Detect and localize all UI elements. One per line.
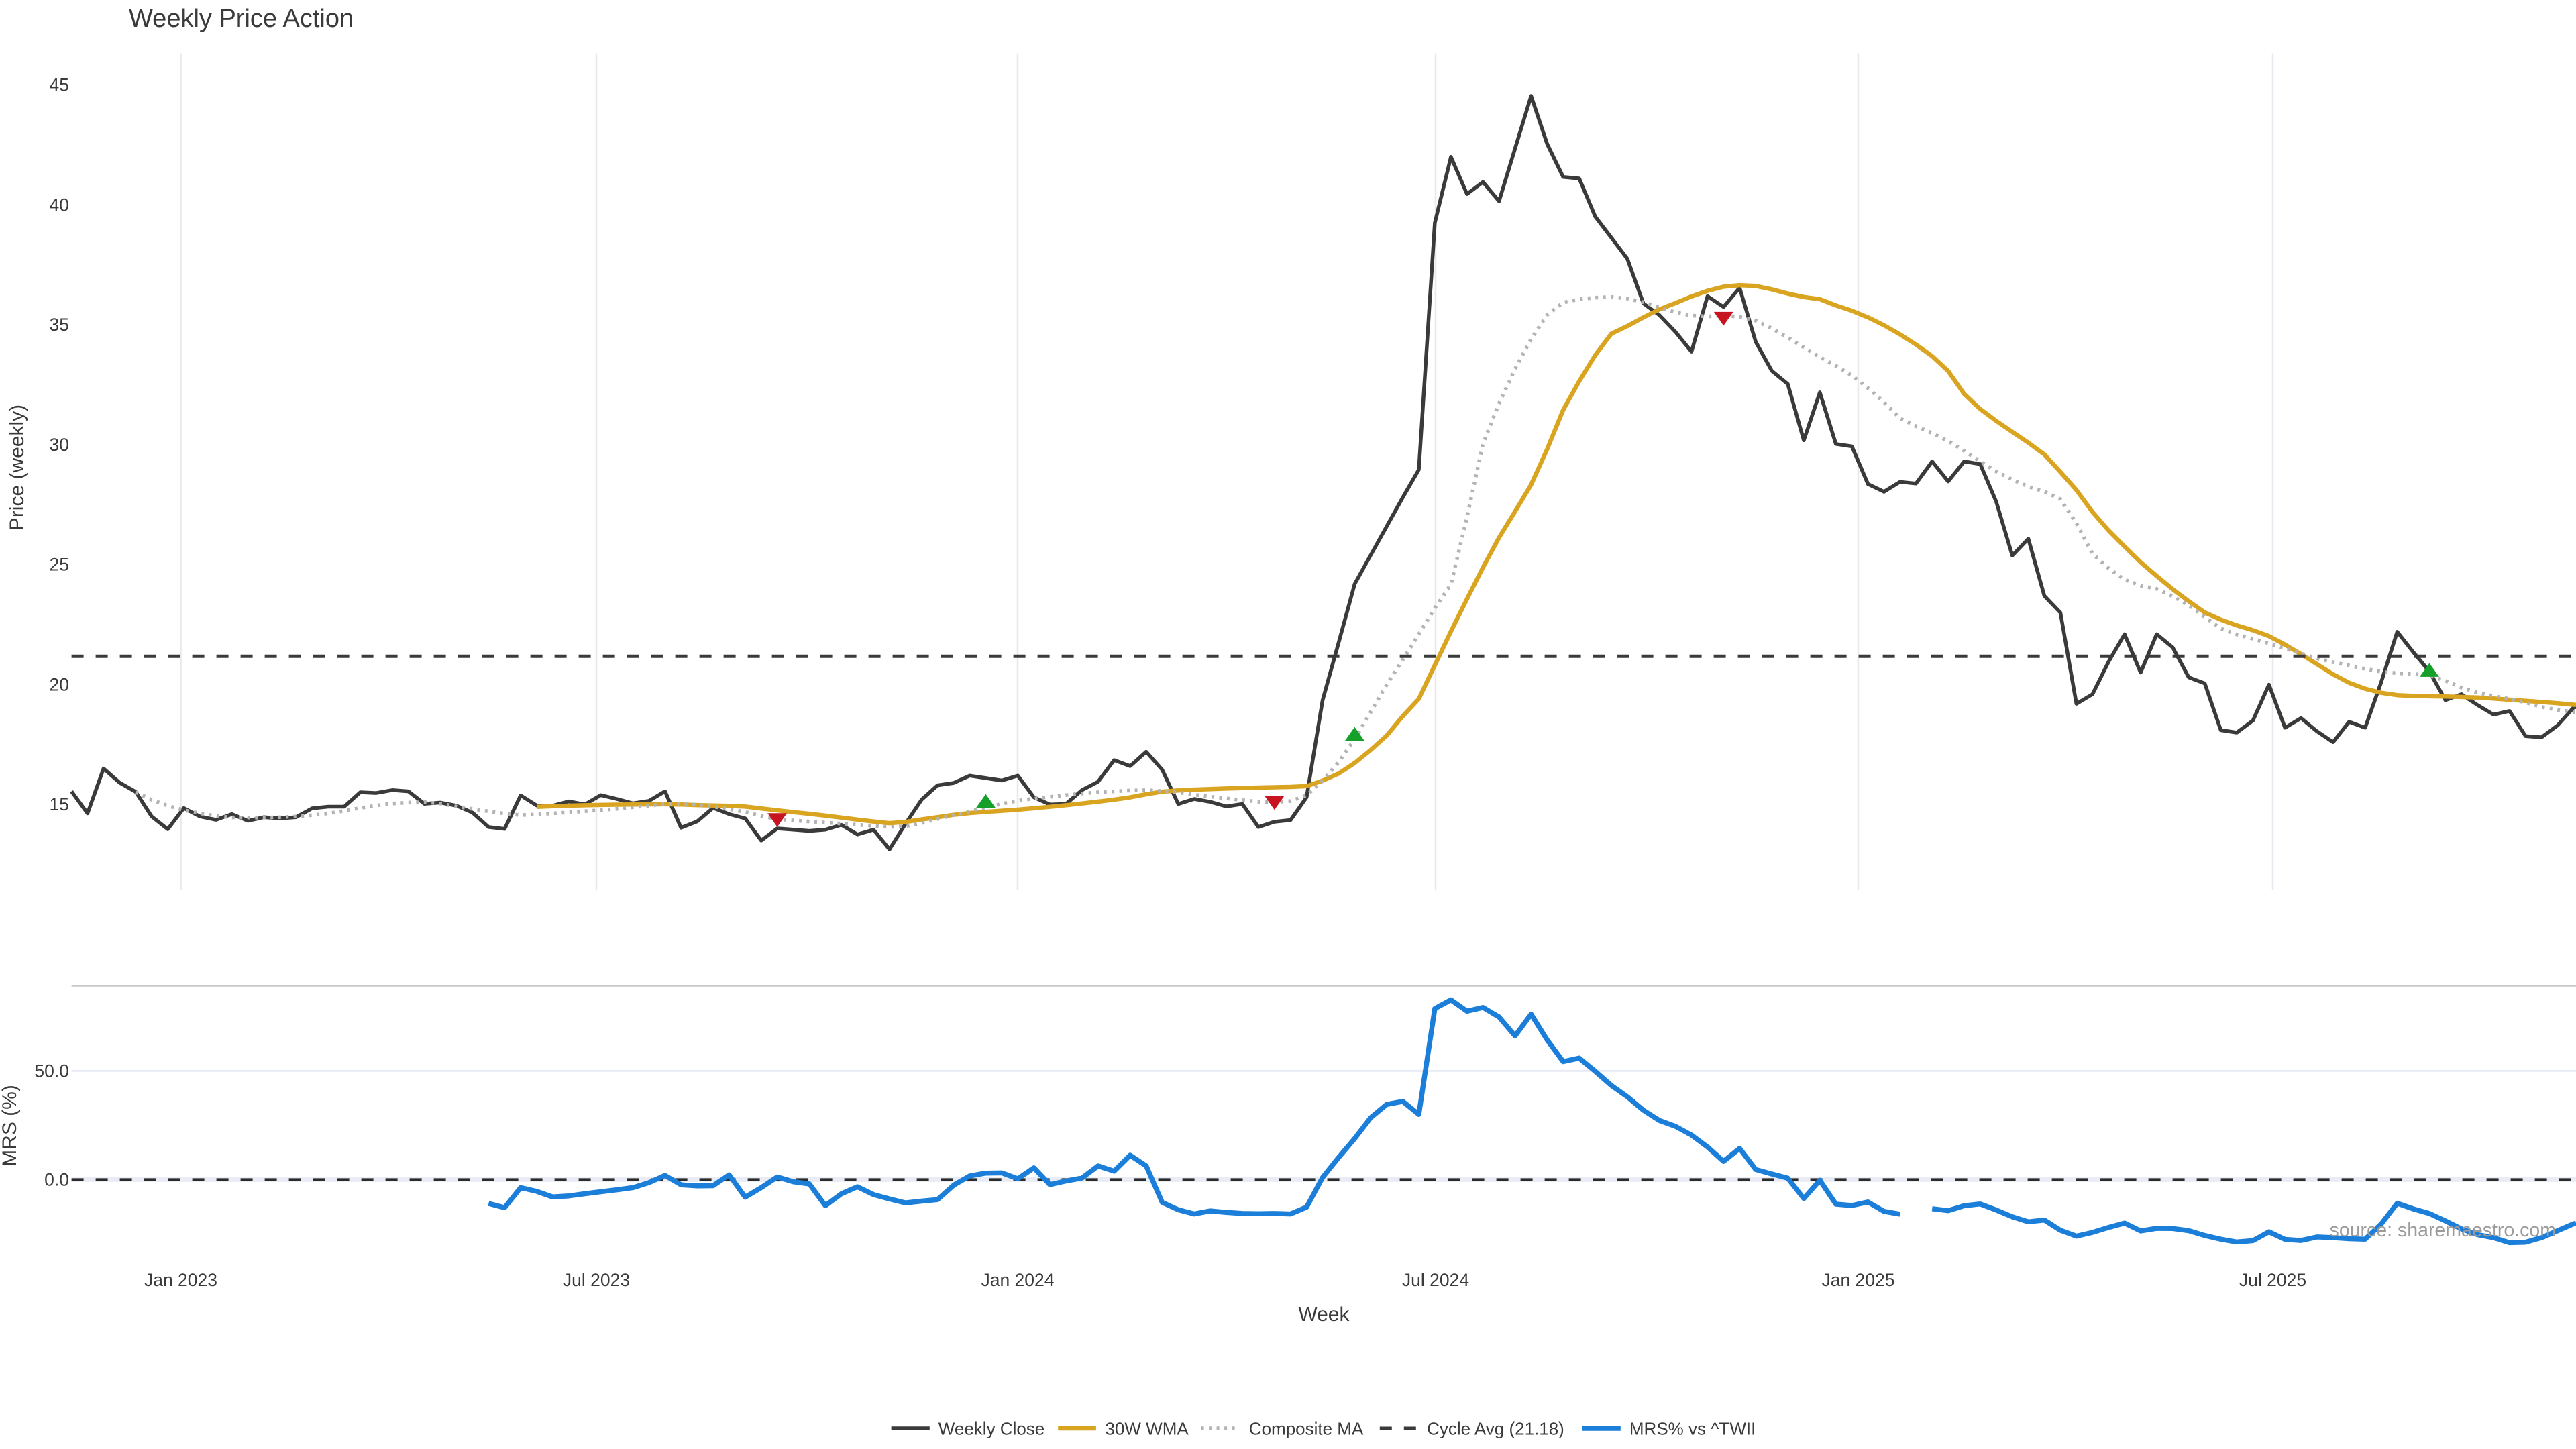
svg-text:MRS (%): MRS (%): [0, 1085, 21, 1167]
svg-text:30: 30: [50, 435, 69, 455]
svg-text:45: 45: [50, 75, 69, 95]
svg-text:Cycle Avg (21.18): Cycle Avg (21.18): [1427, 1419, 1564, 1439]
svg-text:Jul 2024: Jul 2024: [1402, 1270, 1469, 1290]
svg-text:Week: Week: [1298, 1303, 1350, 1326]
svg-text:Jan 2023: Jan 2023: [144, 1270, 217, 1290]
svg-text:15: 15: [50, 794, 69, 814]
svg-text:Jul 2025: Jul 2025: [2239, 1270, 2306, 1290]
svg-text:40: 40: [50, 195, 69, 215]
svg-text:Jan 2025: Jan 2025: [1821, 1270, 1894, 1290]
svg-text:Weekly Close: Weekly Close: [938, 1419, 1044, 1439]
svg-text:Jul 2023: Jul 2023: [563, 1270, 630, 1290]
svg-text:Weekly Price Action: Weekly Price Action: [129, 5, 354, 33]
svg-text:30W WMA: 30W WMA: [1106, 1419, 1189, 1439]
svg-text:Composite MA: Composite MA: [1249, 1419, 1364, 1439]
svg-text:source: sharemaestro.com: source: sharemaestro.com: [2330, 1220, 2556, 1241]
svg-text:Price (weekly): Price (weekly): [6, 405, 28, 531]
svg-text:20: 20: [50, 675, 69, 695]
svg-text:MRS% vs ^TWII: MRS% vs ^TWII: [1629, 1419, 1756, 1439]
svg-text:50.0: 50.0: [34, 1061, 69, 1081]
svg-text:Jan 2024: Jan 2024: [981, 1270, 1054, 1290]
svg-text:35: 35: [50, 315, 69, 335]
svg-text:25: 25: [50, 555, 69, 575]
svg-text:0.0: 0.0: [44, 1169, 69, 1189]
